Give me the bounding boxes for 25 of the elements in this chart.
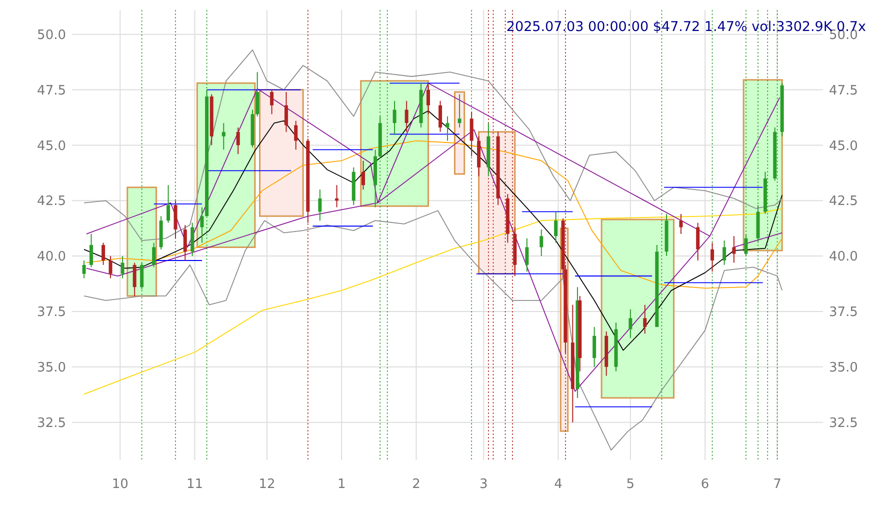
y2-tick-label: 42.5 <box>829 194 858 210</box>
y-tick-label: 40.0 <box>37 250 66 265</box>
y2-tick-label: 45.0 <box>829 138 858 154</box>
x-tick-label: 1 <box>337 477 346 492</box>
x-tick-label: 12 <box>258 477 276 492</box>
x-tick-label: 2 <box>412 477 420 492</box>
y2-tick-label: 32.5 <box>829 416 858 431</box>
y-tick-label: 32.5 <box>37 416 66 431</box>
x-tick-label: 11 <box>186 477 204 492</box>
x-tick-label: 4 <box>554 477 562 492</box>
y-tick-label: 37.5 <box>37 305 66 320</box>
x-tick-label: 5 <box>626 477 635 492</box>
y-tick-label: 45.0 <box>37 138 66 154</box>
x-tick-label: 7 <box>773 477 782 492</box>
y2-tick-label: 37.5 <box>829 305 858 320</box>
y-tick-label: 42.5 <box>37 194 66 210</box>
x-tick-label: 6 <box>700 477 710 492</box>
y-tick-label: 35.0 <box>37 360 66 376</box>
y2-tick-label: 47.5 <box>829 83 858 98</box>
x-tick-label: 10 <box>112 477 128 492</box>
y-tick-label: 50.0 <box>37 28 66 43</box>
x-tick-label: 3 <box>479 477 488 492</box>
y2-tick-label: 40.0 <box>829 250 858 265</box>
y2-tick-label: 35.0 <box>829 360 858 376</box>
y-tick-label: 47.5 <box>37 83 66 98</box>
